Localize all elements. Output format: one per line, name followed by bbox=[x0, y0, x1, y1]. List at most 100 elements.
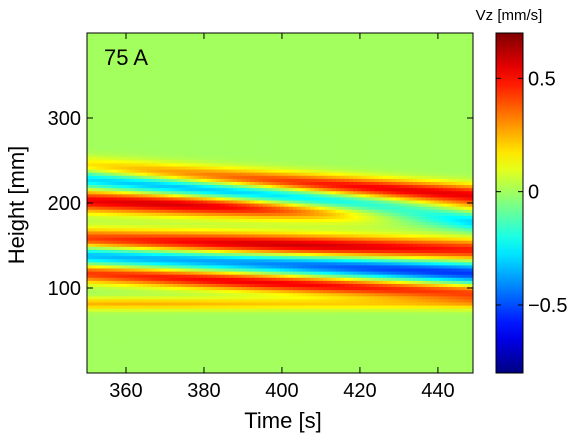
heatmap-cell bbox=[207, 181, 212, 186]
heatmap-cell bbox=[219, 82, 225, 87]
heatmap-cell bbox=[185, 82, 191, 87]
heatmap-cell bbox=[258, 128, 264, 133]
heatmap-cell bbox=[104, 209, 110, 213]
heatmap-cell bbox=[125, 329, 131, 334]
heatmap-cell bbox=[125, 342, 131, 346]
heatmap-cell bbox=[189, 277, 195, 281]
heatmap-cell bbox=[271, 243, 277, 247]
heatmap-cell bbox=[108, 366, 114, 371]
heatmap-cell bbox=[99, 141, 105, 145]
heatmap-cell bbox=[194, 323, 200, 328]
heatmap-cell bbox=[142, 363, 148, 368]
heatmap-cell bbox=[108, 122, 114, 127]
heatmap-cell bbox=[198, 162, 204, 167]
heatmap-cell bbox=[198, 233, 204, 238]
heatmap-cell bbox=[129, 360, 135, 365]
heatmap-cell bbox=[104, 153, 110, 158]
heatmap-cell bbox=[249, 76, 255, 80]
heatmap-cell bbox=[112, 215, 118, 220]
heatmap-cell bbox=[125, 298, 131, 303]
heatmap-cell bbox=[164, 144, 170, 148]
heatmap-cell bbox=[138, 193, 144, 198]
heatmap-cell bbox=[224, 193, 230, 198]
heatmap-cell bbox=[232, 215, 238, 220]
heatmap-cell bbox=[237, 147, 242, 152]
heatmap-cell bbox=[129, 70, 135, 74]
heatmap-cell bbox=[159, 360, 165, 365]
heatmap-cell bbox=[147, 116, 152, 121]
heatmap-cell bbox=[254, 366, 260, 371]
heatmap-cell bbox=[108, 267, 114, 272]
heatmap-cell bbox=[91, 125, 97, 130]
heatmap-cell bbox=[262, 351, 268, 356]
heatmap-cell bbox=[177, 119, 182, 124]
heatmap-cell bbox=[181, 94, 187, 99]
heatmap-cell bbox=[215, 206, 221, 210]
heatmap-cell bbox=[198, 165, 204, 170]
heatmap-cell bbox=[181, 357, 187, 362]
heatmap-cell bbox=[117, 329, 122, 334]
heatmap-cell bbox=[215, 277, 221, 281]
heatmap-cell bbox=[91, 150, 97, 155]
heatmap-cell bbox=[271, 54, 277, 59]
heatmap-cell bbox=[164, 196, 170, 201]
heatmap-cell bbox=[95, 289, 101, 294]
heatmap-cell bbox=[125, 147, 131, 152]
heatmap-cell bbox=[177, 258, 182, 263]
heatmap-cell bbox=[108, 190, 114, 195]
heatmap-cell bbox=[151, 335, 157, 340]
heatmap-cell bbox=[121, 363, 127, 368]
heatmap-cell bbox=[215, 258, 221, 263]
heatmap-cell bbox=[159, 190, 165, 195]
heatmap-cell bbox=[151, 82, 157, 87]
heatmap-cell bbox=[164, 153, 170, 158]
heatmap-cell bbox=[198, 246, 204, 250]
heatmap-cell bbox=[241, 301, 247, 306]
heatmap-cell bbox=[245, 258, 251, 263]
heatmap-cell bbox=[237, 230, 242, 235]
heatmap-cell bbox=[138, 181, 144, 186]
heatmap-cell bbox=[275, 255, 281, 260]
heatmap-cell bbox=[198, 286, 204, 291]
heatmap-cell bbox=[198, 60, 204, 65]
heatmap-cell bbox=[232, 209, 238, 213]
heatmap-cell bbox=[215, 187, 221, 192]
heatmap-cell bbox=[211, 79, 217, 84]
heatmap-cell bbox=[271, 261, 277, 266]
heatmap-cell bbox=[262, 131, 268, 136]
heatmap-cell bbox=[224, 79, 230, 84]
heatmap-cell bbox=[138, 320, 144, 325]
heatmap-cell bbox=[91, 104, 97, 108]
heatmap-cell bbox=[185, 249, 191, 254]
heatmap-cell bbox=[237, 320, 242, 325]
heatmap-cell bbox=[249, 206, 255, 210]
heatmap-cell bbox=[177, 91, 182, 96]
heatmap-cell bbox=[254, 264, 260, 269]
heatmap-cell bbox=[172, 280, 178, 284]
heatmap-cell bbox=[224, 233, 230, 238]
heatmap-cell bbox=[280, 351, 285, 356]
heatmap-cell bbox=[177, 261, 182, 266]
heatmap-cell bbox=[121, 54, 127, 59]
heatmap-cell bbox=[177, 181, 182, 186]
heatmap-cell bbox=[134, 311, 140, 315]
heatmap-cell bbox=[262, 335, 268, 340]
heatmap-cell bbox=[91, 181, 97, 186]
heatmap-cell bbox=[99, 292, 105, 297]
heatmap-cell bbox=[280, 335, 285, 340]
heatmap-cell bbox=[142, 97, 148, 102]
heatmap-cell bbox=[237, 295, 242, 300]
heatmap-cell bbox=[172, 107, 178, 111]
heatmap-cell bbox=[215, 172, 221, 176]
heatmap-cell bbox=[215, 335, 221, 340]
heatmap-cell bbox=[117, 172, 122, 176]
heatmap-cell bbox=[155, 101, 161, 105]
heatmap-cell bbox=[258, 339, 264, 343]
heatmap-cell bbox=[245, 209, 251, 213]
heatmap-cell bbox=[249, 227, 255, 232]
heatmap-cell bbox=[138, 354, 144, 359]
heatmap-cell bbox=[172, 159, 178, 164]
heatmap-cell bbox=[117, 128, 122, 133]
heatmap-cell bbox=[275, 348, 281, 352]
heatmap-cell bbox=[172, 246, 178, 250]
